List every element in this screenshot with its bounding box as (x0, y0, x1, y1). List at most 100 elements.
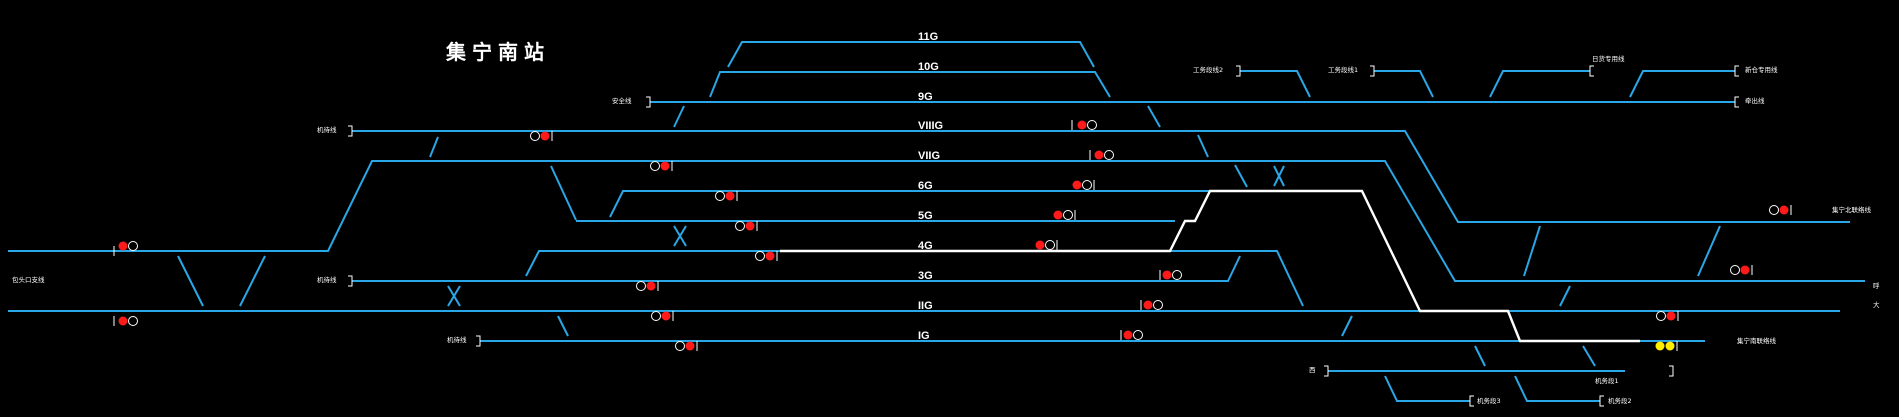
label-jiwu-2: 机务段2 (1608, 396, 1632, 405)
signal-VIIIG-west[interactable] (530, 131, 553, 141)
track-label-9G: 9G (918, 91, 933, 103)
bumper-gongwu-2 (1236, 65, 1241, 77)
signal-3G-west[interactable] (636, 281, 659, 291)
track-right-top-1[interactable] (1489, 70, 1590, 98)
label-right-main-2: 集宁南联络线 (1737, 336, 1777, 345)
track-11G[interactable] (727, 41, 1095, 68)
track-network (8, 41, 1865, 402)
bumper-bottom-left (1324, 365, 1329, 377)
label-left-line: 包头口支线 (12, 275, 45, 284)
signal-IIG-west[interactable] (651, 311, 674, 321)
track-labels: 11G 10G 9G VIIIG VIIG 6G 5G 4G 3G IIG IG (918, 31, 943, 342)
track-label-11G: 11G (918, 31, 938, 43)
track-IIG-crossover-b[interactable] (239, 255, 266, 307)
track-right-top-2[interactable] (1629, 70, 1735, 98)
signals (113, 120, 1792, 351)
track-label-IIG: IIG (918, 300, 933, 312)
label-qianchu-3: 机待线 (447, 335, 467, 344)
signal-6G-east[interactable] (1072, 180, 1095, 190)
bumper-jiwu-3 (1469, 395, 1474, 407)
track-right-conn-1[interactable] (1523, 225, 1541, 277)
track-label-10G: 10G (918, 61, 939, 73)
track-label-5G: 5G (918, 210, 933, 222)
signal-IG-east[interactable] (1120, 330, 1143, 340)
track-label-VIIIG: VIIIG (918, 120, 943, 132)
bumper-anquan (646, 96, 651, 108)
track-jiwu-3[interactable] (1384, 375, 1470, 402)
track-gongwu-2[interactable] (1240, 70, 1311, 98)
bumper-right-9g (1734, 96, 1739, 108)
track-right-conn-2[interactable] (1697, 225, 1721, 277)
track-10G[interactable] (709, 71, 1111, 98)
track-VIIG-crossover-right[interactable] (1234, 164, 1248, 188)
track-label-VIIG: VIIG (918, 150, 940, 162)
track-VIIG[interactable] (8, 160, 1865, 282)
track-IG-crossover-right[interactable] (1341, 315, 1353, 337)
signal-VIIG-east[interactable] (1089, 150, 1114, 160)
track-IIG-crossover-a[interactable] (177, 255, 204, 307)
track-VIIIG-crossover-right[interactable] (1197, 134, 1209, 158)
bumper-right-top-1 (1589, 65, 1594, 77)
track-label-6G: 6G (918, 180, 933, 192)
end-labels: 安全线 机待线 机待线 机待线 包头口支线 工务段线2 工务段线1 日货专用线 … (12, 54, 1880, 405)
label-right-far-2: 大 (1873, 300, 1880, 309)
track-jiwu-2[interactable] (1514, 375, 1600, 402)
signal-5G-east[interactable] (1053, 210, 1076, 220)
track-label-3G: 3G (918, 270, 933, 282)
label-gongwu-2: 工务段线2 (1193, 65, 1223, 74)
track-right-conn-4[interactable] (1582, 345, 1596, 367)
label-right-top-1: 日货专用线 (1592, 54, 1625, 63)
track-label-4G: 4G (918, 240, 933, 252)
bumper-right-top-2 (1734, 65, 1739, 77)
track-9G-crossover[interactable] (673, 105, 685, 128)
scissor-crossover-3G[interactable] (447, 285, 461, 307)
signal-left-upper[interactable] (113, 241, 138, 257)
label-bottom-left: 西 (1309, 366, 1316, 374)
signal-right-VIIIG[interactable] (1769, 205, 1792, 215)
label-right-9g: 牵出线 (1745, 96, 1765, 105)
track-right-conn-5[interactable] (1474, 345, 1486, 367)
signal-4G-west[interactable] (755, 251, 778, 261)
set-route (780, 189, 1640, 343)
signal-6G-west[interactable] (715, 191, 738, 201)
bumper-qianchu-1 (348, 125, 353, 137)
signal-3G-east[interactable] (1159, 270, 1182, 280)
signal-4G-east[interactable] (1035, 240, 1058, 250)
track-VIIIG[interactable] (352, 130, 1850, 223)
bumper-jiwu-2 (1599, 395, 1604, 407)
signal-right-VIIG[interactable] (1730, 265, 1753, 275)
track-9G-crossover-right[interactable] (1147, 105, 1161, 128)
track-4G-right[interactable] (1170, 250, 1304, 307)
signal-5G-west[interactable] (735, 221, 758, 231)
label-right-main-1: 集宁北联络线 (1832, 205, 1872, 214)
label-qianchu-2: 机待线 (317, 275, 337, 284)
signal-IG-west[interactable] (675, 341, 698, 351)
label-right-top-2: 新仓专用线 (1745, 65, 1778, 74)
track-gongwu-1[interactable] (1374, 70, 1434, 98)
bumper-qianchu-2 (348, 275, 353, 287)
signal-left-lower[interactable] (113, 316, 138, 326)
signal-VIIIG-east[interactable] (1071, 120, 1097, 130)
signal-right-IIG[interactable] (1656, 311, 1679, 321)
track-VIIIG-crossover[interactable] (429, 136, 439, 158)
track-6G[interactable] (609, 190, 1210, 218)
label-gongwu-1: 工务段线1 (1328, 65, 1358, 74)
track-IG-crossover[interactable] (557, 315, 569, 337)
track-right-conn-3[interactable] (1559, 285, 1571, 307)
track-3G[interactable] (352, 255, 1241, 282)
track-4G[interactable] (525, 250, 780, 277)
signal-IIG-east[interactable] (1140, 300, 1163, 310)
bumper-qianchu-3 (476, 335, 481, 347)
signal-right-IG[interactable] (1655, 341, 1678, 351)
track-label-IG: IG (918, 330, 930, 342)
label-jiwu-3: 机务段3 (1477, 396, 1501, 405)
track-VIIG-crossover[interactable] (550, 165, 577, 221)
end-stops (348, 65, 1739, 407)
signal-VIIG-west[interactable] (650, 161, 673, 171)
scissor-crossover-VIIG[interactable] (1273, 165, 1285, 187)
scissor-crossover-5G[interactable] (673, 225, 687, 247)
station-title: 集宁南站 (445, 40, 550, 64)
label-right-far-1: 呼 (1873, 281, 1880, 290)
bumper-gongwu-1 (1370, 65, 1375, 77)
label-qianchu-1: 机待线 (317, 125, 337, 134)
